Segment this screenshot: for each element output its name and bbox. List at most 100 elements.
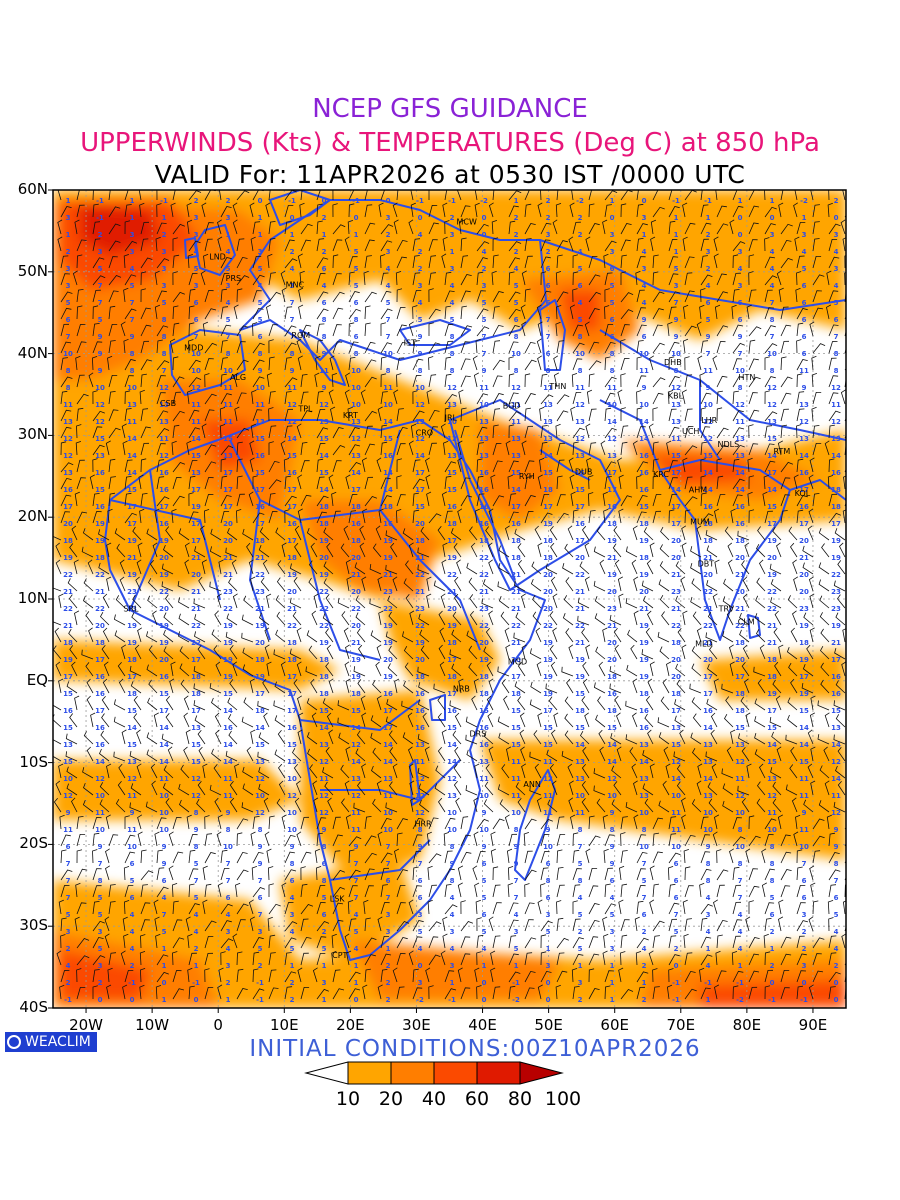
wind-barb: [117, 781, 126, 796]
wind-barb: [772, 781, 782, 796]
wind-barb: [428, 954, 441, 966]
wind-barb: [690, 562, 702, 575]
wind-barb: [486, 695, 494, 711]
station-labels: LNDPRSMNCMCWMDDROMISTALGCSBTPLKRTCROJRLB…: [123, 217, 810, 960]
temp-value: 14: [671, 486, 681, 494]
wind-barb: [537, 899, 543, 915]
temp-value: 5: [162, 299, 167, 307]
temp-value: 16: [159, 469, 169, 477]
temp-value: 17: [127, 520, 137, 528]
wind-barb: [618, 593, 624, 609]
wind-barb: [204, 393, 217, 405]
wind-barb: [534, 525, 542, 541]
wind-barb: [372, 543, 382, 558]
wind-barb: [385, 802, 398, 813]
wind-barb: [163, 544, 174, 558]
temp-value: 4: [66, 962, 71, 970]
wind-barb: [426, 831, 432, 847]
station-label: CPT: [332, 951, 347, 960]
wind-barb: [567, 763, 574, 779]
wind-barb: [649, 542, 655, 558]
wind-barb: [380, 867, 390, 881]
wind-barb: [474, 508, 480, 524]
temp-value: 0: [802, 979, 807, 987]
wind-barb: [490, 848, 496, 864]
wind-barb: [499, 799, 510, 813]
wind-barb: [556, 442, 566, 456]
temp-value: 19: [95, 520, 105, 528]
wind-barb: [152, 542, 158, 558]
wind-barb: [92, 289, 101, 303]
temp-value: 17: [287, 690, 297, 698]
wind-barb: [427, 899, 433, 915]
wind-barb: [476, 985, 482, 1000]
wind-barb: [572, 849, 580, 864]
temp-value: 15: [63, 724, 73, 732]
wind-barb: [684, 325, 697, 337]
temp-value: 6: [386, 877, 391, 885]
wind-barb: [508, 919, 519, 932]
temp-value: 19: [383, 554, 393, 562]
wind-barb: [748, 358, 759, 371]
wind-barb: [156, 222, 167, 235]
wind-barb: [490, 474, 496, 490]
wind-barb: [475, 899, 481, 915]
wind-barb: [403, 646, 414, 660]
wind-barb: [408, 542, 414, 558]
wind-barb: [517, 543, 526, 558]
wind-barb: [316, 511, 327, 524]
wind-barb: [186, 219, 193, 235]
wind-barb: [172, 477, 182, 490]
wind-barb: [636, 461, 649, 473]
temp-value: 6: [66, 843, 71, 851]
wind-barb: [617, 576, 623, 592]
station-label: IST: [404, 338, 416, 347]
temp-value: 8: [226, 826, 231, 834]
wind-barb: [683, 849, 690, 864]
wind-barb: [345, 644, 350, 660]
temp-value: 11: [543, 809, 553, 817]
wind-barb: [673, 751, 686, 762]
wind-barb: [787, 697, 798, 711]
temp-value: 6: [802, 282, 807, 290]
wind-barb: [756, 798, 766, 813]
temp-value: 17: [255, 486, 265, 494]
temp-value: 11: [575, 384, 585, 392]
temp-value: 7: [194, 877, 199, 885]
wind-barb: [376, 780, 382, 796]
wind-barb: [602, 950, 608, 966]
wind-barb: [137, 814, 143, 830]
wind-barb: [603, 508, 609, 524]
wind-barb: [454, 576, 462, 592]
wind-barb: [122, 916, 128, 932]
temp-value: 4: [610, 894, 615, 902]
temp-value: 17: [511, 673, 521, 681]
wind-barb: [796, 339, 802, 354]
wind-barb: [506, 848, 513, 864]
wind-barb: [249, 440, 255, 456]
wind-barb: [188, 952, 197, 966]
wind-barb: [172, 237, 178, 251]
wind-barb: [92, 305, 99, 320]
wind-barb: [284, 357, 292, 371]
wind-barb: [555, 423, 561, 439]
wind-barb: [780, 461, 794, 473]
temp-value: 6: [322, 911, 327, 919]
wind-barb: [213, 764, 222, 779]
wind-barb: [652, 342, 665, 354]
temp-value: 17: [191, 537, 201, 545]
wind-barb: [521, 593, 526, 609]
wind-barb: [549, 645, 558, 660]
wind-barb: [236, 288, 243, 303]
wind-barb: [100, 612, 110, 626]
temp-value: 10: [383, 809, 393, 817]
temp-value: 13: [255, 758, 265, 766]
wind-barb: [457, 508, 463, 524]
wind-barb: [817, 700, 830, 711]
wind-barb: [218, 559, 224, 575]
temp-value: 16: [831, 469, 841, 477]
wind-barb: [331, 933, 337, 949]
temp-value: 1: [194, 962, 199, 970]
wind-barb: [425, 457, 430, 473]
wind-barb: [460, 834, 471, 847]
